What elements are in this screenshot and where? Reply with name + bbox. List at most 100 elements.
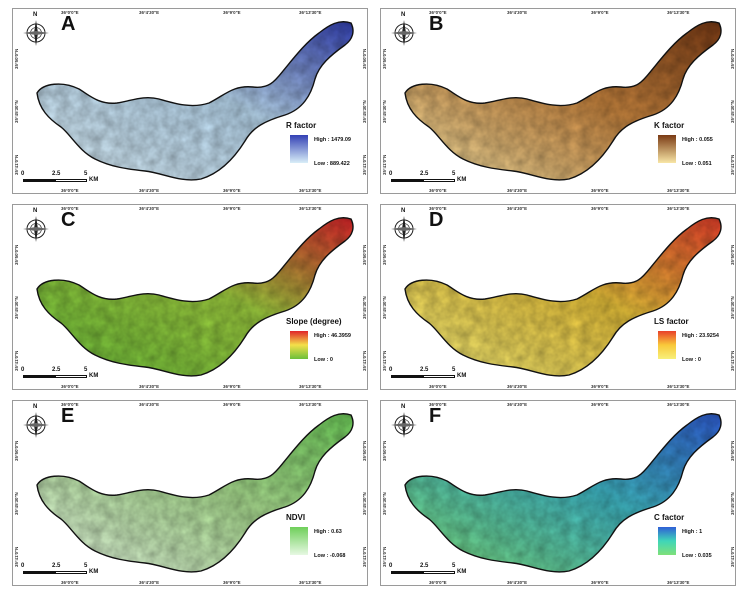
right-tick-label: 35°45'30"N	[730, 100, 735, 123]
north-label: N	[401, 12, 406, 18]
top-tick-label: 36°0'0"E	[61, 10, 79, 15]
bottom-tick-label: 36°9'0"E	[591, 384, 609, 389]
panel-label: F	[429, 405, 442, 427]
legend: LS factor High : 23.9254 Low : 0	[646, 317, 735, 377]
basin-outline	[36, 413, 354, 573]
scale-bar-unit: KM	[89, 569, 99, 575]
right-tick-label: 35°50'0"N	[362, 440, 367, 461]
bottom-tick-label: 36°9'0"E	[591, 580, 609, 585]
top-tick-label: 36°9'0"E	[223, 402, 241, 407]
legend-color-ramp	[290, 331, 308, 359]
scale-bar-label: 0	[389, 171, 393, 177]
legend: C factor High : 1 Low : 0.035	[646, 513, 735, 573]
top-tick-label: 36°9'0"E	[591, 10, 609, 15]
scale-bar-white-segment	[423, 375, 455, 378]
scale-bar-white-segment	[423, 179, 455, 182]
left-tick-label: 35°50'0"N	[14, 244, 19, 265]
right-tick-label: 35°50'0"N	[362, 48, 367, 69]
left-tick-label: 35°45'30"N	[382, 100, 387, 123]
legend-high-value: High : 23.9254	[682, 333, 719, 339]
left-tick-label: 35°45'30"N	[14, 492, 19, 515]
bottom-tick-label: 36°4'30"E	[139, 580, 160, 585]
legend-high-value: High : 1	[682, 529, 703, 535]
legend-title: R factor	[286, 121, 317, 130]
legend-low-value: Low : 0	[314, 357, 333, 363]
scale-bar-label: 0	[389, 563, 393, 569]
scale-bar-label: 2.5	[420, 171, 429, 177]
scale-bar-white-segment	[55, 375, 87, 378]
scale-bar: 0 2.5 5 KM	[387, 171, 477, 185]
basin-outline	[404, 21, 722, 181]
north-arrow-compass-icon: N	[387, 404, 421, 441]
panel-label: C	[61, 209, 76, 231]
bottom-tick-label: 36°13'30"E	[667, 384, 690, 389]
bottom-tick-label: 36°4'30"E	[139, 188, 160, 193]
top-tick-label: 36°13'30"E	[667, 10, 690, 15]
top-tick-label: 36°4'30"E	[139, 10, 160, 15]
scale-bar-unit: KM	[457, 373, 467, 379]
left-tick-label: 35°50'0"N	[382, 440, 387, 461]
left-tick-label: 35°45'30"N	[382, 296, 387, 319]
scale-bar-label: 5	[452, 367, 456, 373]
scale-bar-black-segment	[391, 179, 423, 182]
scale-bar-label: 2.5	[52, 367, 61, 373]
scale-bar-black-segment	[23, 571, 55, 574]
north-label: N	[33, 404, 38, 410]
north-arrow-compass-icon: N	[387, 12, 421, 49]
legend-high-value: High : 46.3959	[314, 333, 351, 339]
scale-bar-black-segment	[391, 375, 423, 378]
scale-bar-white-segment	[423, 571, 455, 574]
right-tick-label: 35°50'0"N	[730, 440, 735, 461]
left-tick-label: 35°50'0"N	[14, 440, 19, 461]
north-label: N	[33, 12, 38, 18]
scale-bar-unit: KM	[457, 569, 467, 575]
scale-bar-black-segment	[23, 375, 55, 378]
scale-bar-label: 2.5	[52, 171, 61, 177]
top-tick-label: 36°13'30"E	[299, 10, 322, 15]
bottom-tick-label: 36°0'0"E	[429, 188, 447, 193]
right-tick-label: 35°45'30"N	[730, 296, 735, 319]
legend-color-ramp	[658, 527, 676, 555]
scale-bar: 0 2.5 5 KM	[387, 563, 477, 577]
scale-bar-label: 0	[389, 367, 393, 373]
left-tick-label: 35°50'0"N	[382, 244, 387, 265]
legend-low-value: Low : -0.068	[314, 553, 346, 559]
legend: K factor High : 0.055 Low : 0.051	[646, 121, 735, 181]
map-panel-e: N E 36°0'0"E 36°4'30"E 36°9'0"E 36°13'30"E 36°…	[12, 400, 368, 586]
bottom-tick-label: 36°13'30"E	[299, 580, 322, 585]
top-tick-label: 36°13'30"E	[667, 402, 690, 407]
bottom-tick-label: 36°13'30"E	[299, 188, 322, 193]
scale-bar: 0 2.5 5 KM	[19, 367, 109, 381]
scale-bar-label: 5	[84, 563, 88, 569]
map-panel-f: N F 36°0'0"E 36°4'30"E 36°9'0"E 36°13'30"E 36°…	[380, 400, 736, 586]
scale-bar-label: 0	[21, 367, 25, 373]
legend-title: Slope (degree)	[286, 317, 342, 326]
scale-bar-white-segment	[55, 179, 87, 182]
legend-color-ramp	[658, 135, 676, 163]
bottom-tick-label: 36°9'0"E	[223, 580, 241, 585]
basin-outline	[36, 217, 354, 377]
bottom-tick-label: 36°0'0"E	[61, 188, 79, 193]
basin-outline	[404, 217, 722, 377]
north-label: N	[401, 208, 406, 214]
top-tick-label: 36°4'30"E	[507, 10, 528, 15]
legend-title: C factor	[654, 513, 685, 522]
left-tick-label: 35°50'0"N	[382, 48, 387, 69]
map-panel-b: N B 36°0'0"E 36°4'30"E 36°9'0"E 36°13'30"E 36°…	[380, 8, 736, 194]
bottom-tick-label: 36°4'30"E	[507, 580, 528, 585]
panel-label: A	[61, 13, 76, 35]
scale-bar-unit: KM	[457, 177, 467, 183]
scale-bar-unit: KM	[89, 373, 99, 379]
panel-label: B	[429, 13, 444, 35]
basin-outline	[36, 21, 354, 181]
map-panel-d: N D 36°0'0"E 36°4'30"E 36°9'0"E 36°13'30"E 36°…	[380, 204, 736, 390]
legend-low-value: Low : 889.422	[314, 161, 350, 167]
legend-title: NDVI	[286, 513, 306, 522]
scale-bar: 0 2.5 5 KM	[19, 563, 109, 577]
scale-bar-label: 2.5	[420, 563, 429, 569]
legend-low-value: Low : 0.035	[682, 553, 712, 559]
top-tick-label: 36°4'30"E	[507, 206, 528, 211]
legend-high-value: High : 1479.09	[314, 137, 351, 143]
bottom-tick-label: 36°0'0"E	[429, 384, 447, 389]
top-tick-label: 36°9'0"E	[591, 402, 609, 407]
